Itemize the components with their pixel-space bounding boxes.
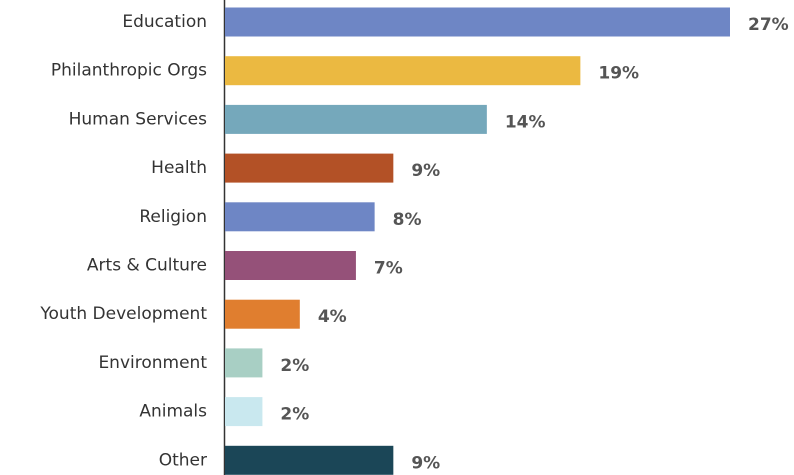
value-label: 27%	[748, 15, 789, 35]
bar	[225, 202, 375, 232]
bar	[225, 153, 394, 183]
category-label: Philanthropic Orgs	[51, 61, 207, 81]
value-label: 7%	[374, 259, 403, 279]
bar	[225, 7, 730, 37]
value-label: 19%	[598, 64, 639, 84]
bar	[225, 397, 263, 427]
category-label: Other	[159, 450, 207, 470]
category-label: Religion	[139, 207, 207, 227]
category-label: Environment	[98, 353, 207, 373]
bar	[225, 251, 356, 280]
value-label: 4%	[318, 307, 347, 327]
bar	[225, 56, 581, 86]
bar	[225, 104, 487, 134]
value-label: 8%	[393, 210, 422, 230]
value-label: 9%	[411, 161, 440, 181]
bar	[225, 445, 394, 475]
category-label: Human Services	[69, 109, 208, 129]
category-label: Education	[122, 12, 207, 32]
category-label: Arts & Culture	[87, 256, 207, 276]
bar	[225, 348, 263, 378]
value-label: 2%	[280, 405, 309, 425]
category-label: Animals	[139, 402, 207, 422]
category-label: Health	[151, 158, 207, 178]
value-label: 2%	[280, 356, 309, 376]
value-label: 9%	[411, 453, 440, 473]
bar	[225, 299, 300, 329]
category-label: Youth Development	[39, 304, 207, 324]
value-label: 14%	[505, 112, 546, 132]
